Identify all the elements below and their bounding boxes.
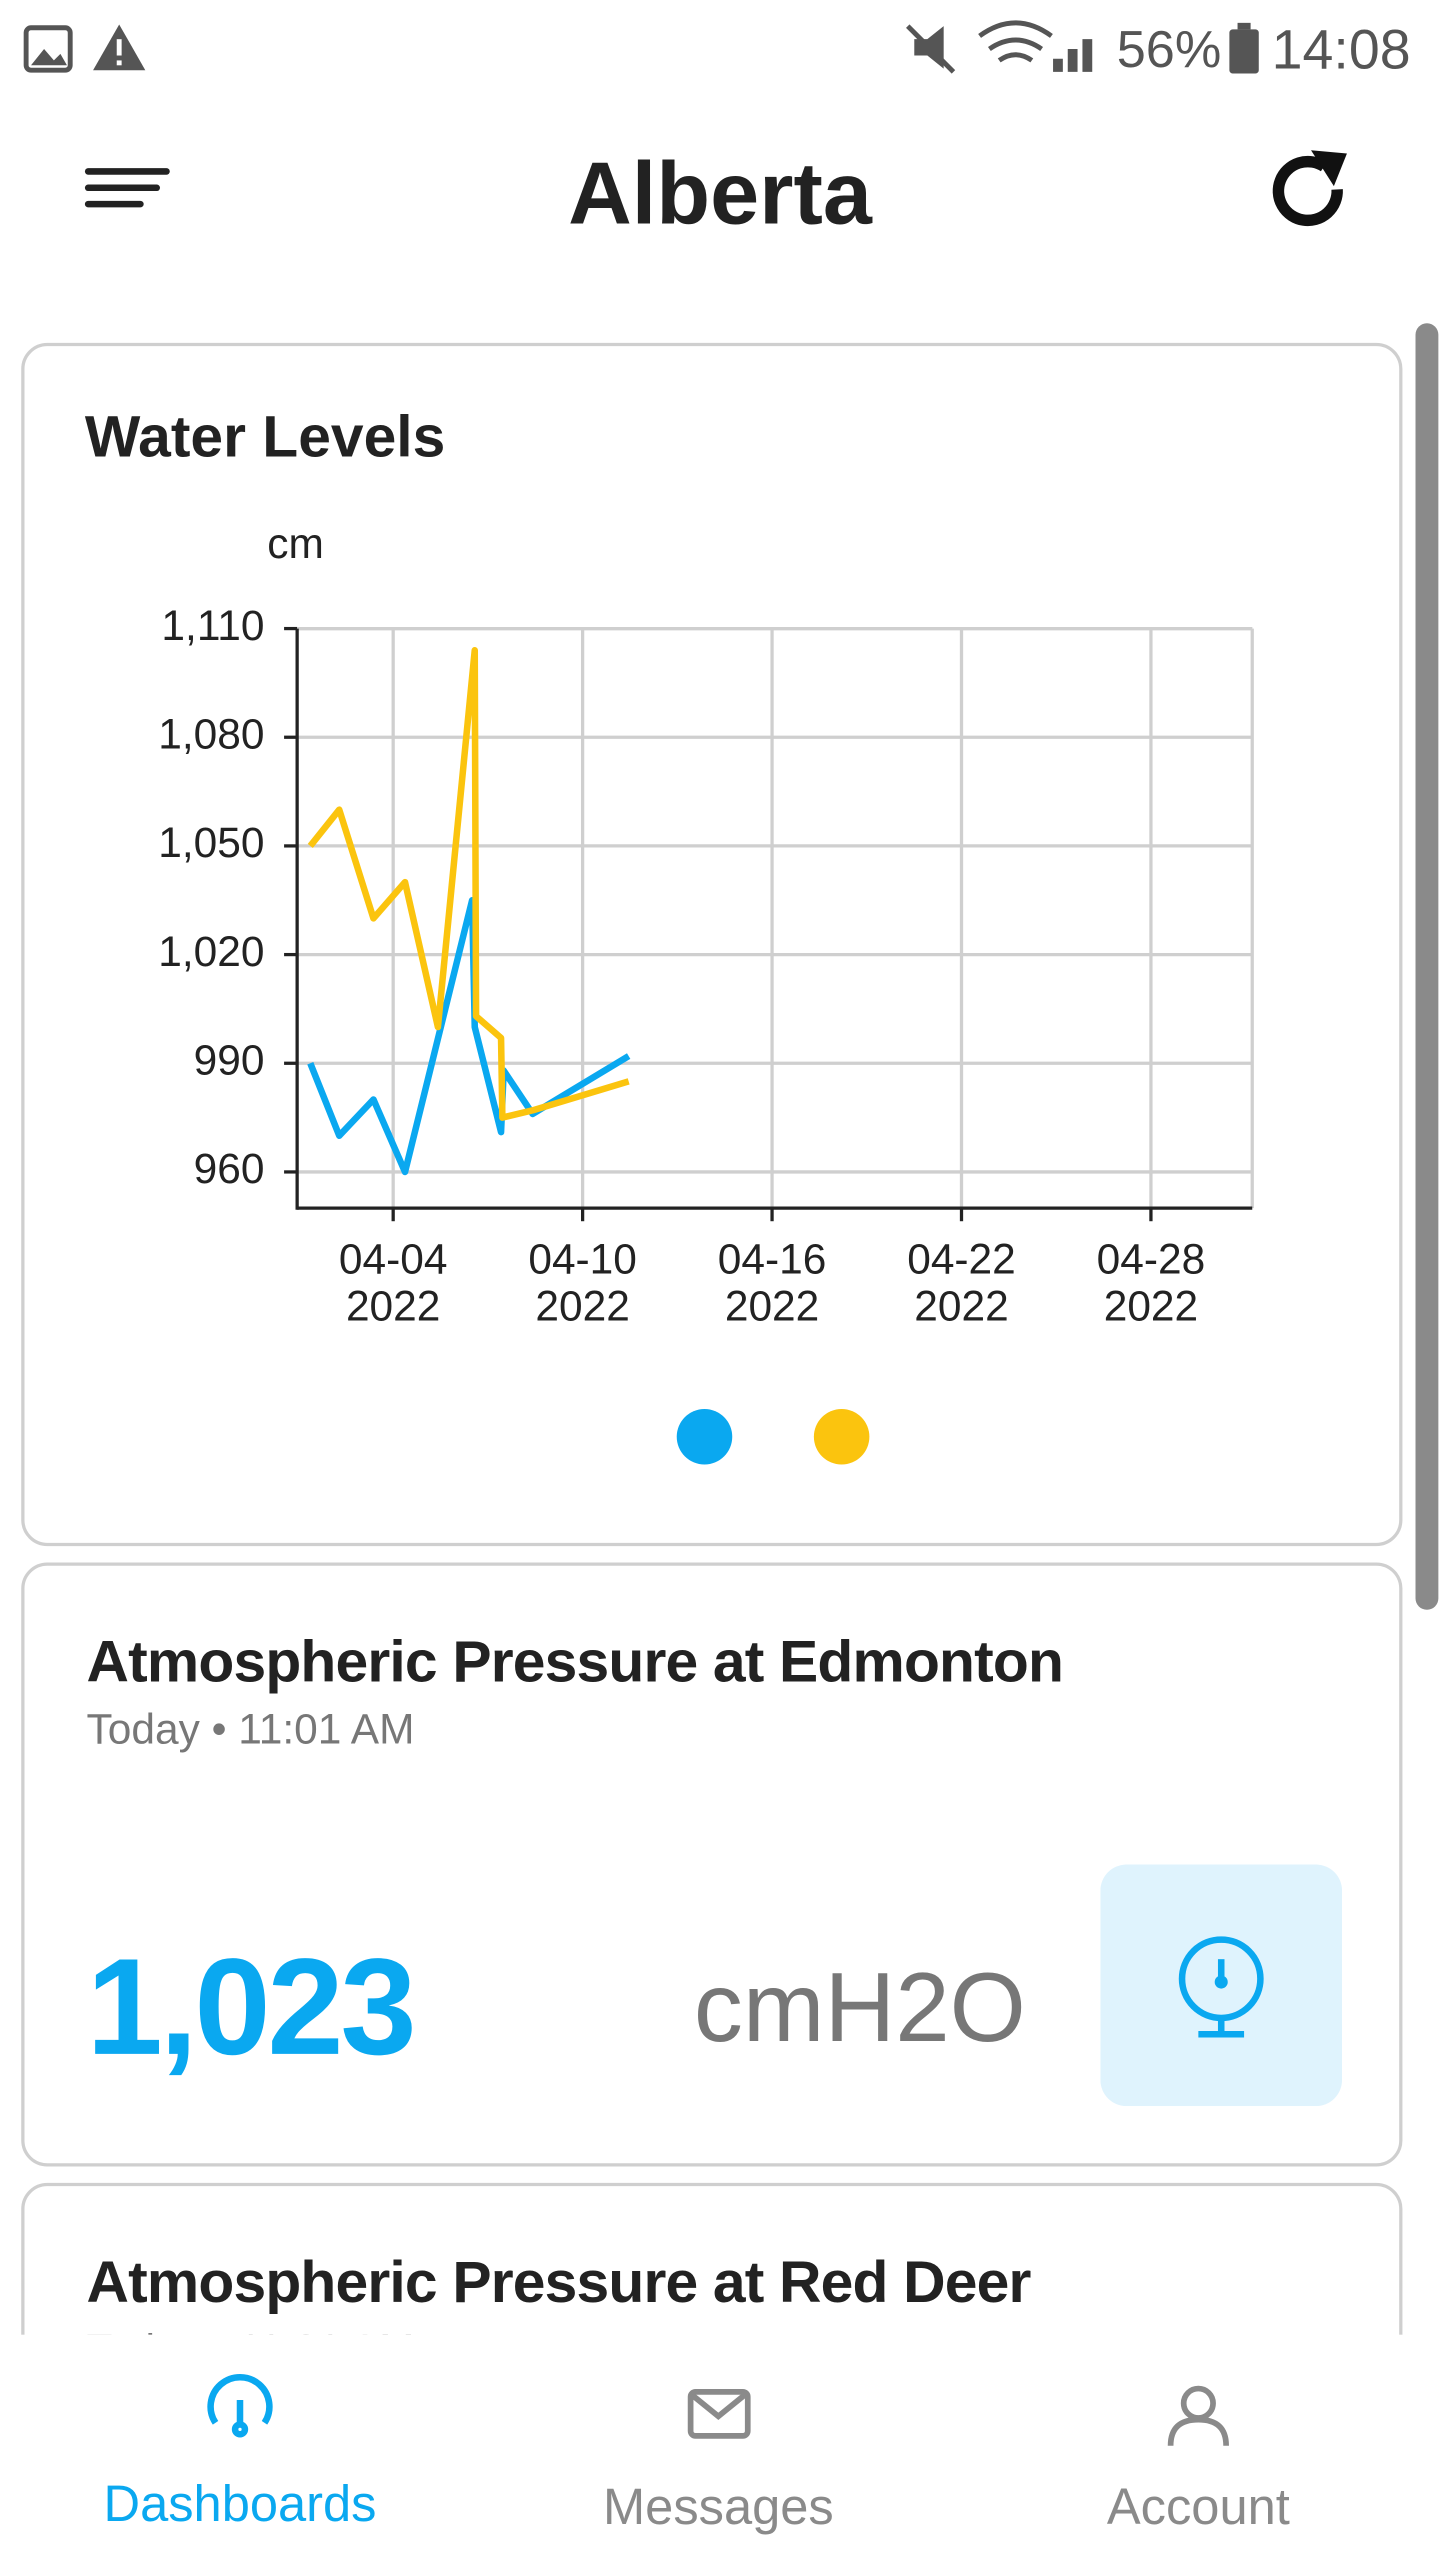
- pressure-unit: cmH2O: [693, 1952, 1026, 2063]
- scrollbar[interactable]: [1415, 323, 1439, 1610]
- chart-title: Water Levels: [85, 404, 445, 469]
- chart-card: [21, 342, 1403, 1547]
- legend-marker: [676, 1408, 733, 1465]
- pressure-value: 1,023: [86, 1929, 417, 2084]
- x-tick-label: 04-22: [907, 1235, 1016, 1282]
- y-tick-label: 1,080: [158, 710, 264, 757]
- card-title: Atmospheric Pressure at Edmonton: [86, 1627, 1064, 1695]
- y-tick-label: 1,050: [158, 819, 264, 866]
- chart: Water Levels cm 960 990 1,020 1,050 1,080 1,1…: [85, 404, 1254, 1465]
- x-tick-label: 2022: [725, 1283, 819, 1330]
- nav-messages[interactable]: Messages: [603, 2478, 834, 2536]
- nav-account[interactable]: Account: [1106, 2478, 1290, 2536]
- menu-button[interactable]: [82, 163, 180, 219]
- x-tick-label: 04-28: [1097, 1235, 1206, 1282]
- x-tick-label: 2022: [346, 1283, 440, 1330]
- x-tick-label: 2022: [1104, 1283, 1198, 1330]
- x-tick-label: 2022: [535, 1283, 629, 1330]
- x-tick-label: 04-04: [339, 1235, 448, 1282]
- y-tick-label: 1,110: [161, 602, 264, 649]
- series-line: [307, 647, 630, 1121]
- y-tick-label: 990: [194, 1036, 265, 1083]
- card-title: Atmospheric Pressure at Red Deer: [86, 2248, 1032, 2316]
- legend-marker: [813, 1408, 870, 1465]
- y-tick-label: 1,020: [158, 928, 264, 975]
- refresh-button[interactable]: [1262, 144, 1360, 242]
- nav-bar: Dashboards Messages Account: [0, 2334, 1440, 2560]
- card-subtitle: Today • 11:01 AM: [86, 1704, 415, 1754]
- pressure-card[interactable]: Atmospheric Pressure at Edmonton Today •…: [21, 1562, 1403, 2167]
- x-tick-label: 04-10: [528, 1235, 637, 1282]
- battery-text: 56%: [1116, 19, 1222, 79]
- x-tick-label: 2022: [914, 1283, 1008, 1330]
- y-axis-label: cm: [267, 520, 324, 567]
- clock: 14:08: [1271, 19, 1411, 82]
- status-icons: [23, 20, 1259, 74]
- y-tick-label: 960: [194, 1145, 265, 1192]
- x-tick-label: 04-16: [718, 1235, 827, 1282]
- header-title: Alberta: [568, 145, 872, 244]
- series-line: [307, 896, 631, 1176]
- nav-icons: [207, 2374, 1229, 2446]
- gauge-icon: [1100, 1864, 1343, 2107]
- nav-dashboards[interactable]: Dashboards: [103, 2475, 377, 2533]
